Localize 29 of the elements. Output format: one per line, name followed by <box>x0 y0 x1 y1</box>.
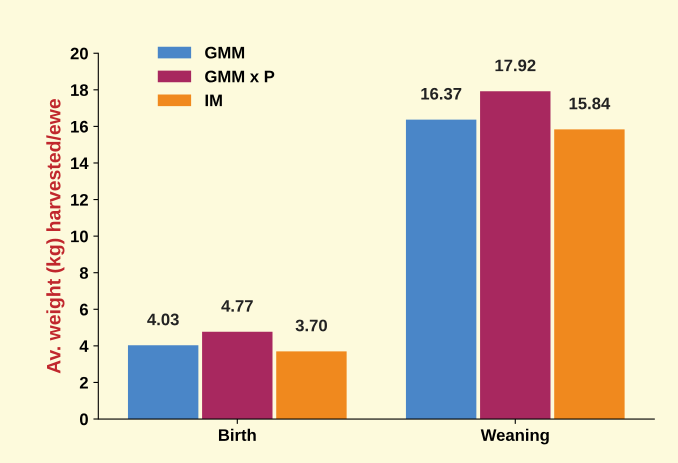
data-label: 4.77 <box>221 300 253 312</box>
bar <box>128 345 198 420</box>
x-tick-label: Birth <box>218 428 256 441</box>
y-tick-label: 4 <box>80 340 88 352</box>
bar <box>554 129 625 420</box>
y-tick-label: 18 <box>71 84 88 96</box>
data-label: 16.37 <box>421 88 462 100</box>
legend-label: GMM <box>205 46 244 59</box>
y-tick-label: 12 <box>71 194 88 206</box>
y-tick-label: 8 <box>80 267 88 279</box>
data-label: 3.70 <box>296 320 327 332</box>
bar <box>202 332 273 420</box>
bar <box>276 351 347 420</box>
legend-label: IM <box>206 94 222 106</box>
legend-label: GMM x P <box>205 70 274 82</box>
y-axis-title: Av. weight (kg) harvested/ewe <box>46 99 64 374</box>
data-label: 17.92 <box>495 60 536 72</box>
y-tick-label: 16 <box>71 120 88 133</box>
y-tick-label: 0 <box>80 413 88 426</box>
data-label: 4.03 <box>147 314 179 326</box>
y-tick-label: 6 <box>80 304 88 316</box>
data-label: 15.84 <box>570 98 610 110</box>
bar <box>406 120 476 420</box>
x-tick-label: Weaning <box>480 428 549 444</box>
y-tick-label: 10 <box>71 230 88 242</box>
y-tick-label: 14 <box>71 158 88 170</box>
y-tick-label: 2 <box>80 376 88 388</box>
bar <box>480 91 550 420</box>
y-tick-label: 20 <box>70 48 88 60</box>
